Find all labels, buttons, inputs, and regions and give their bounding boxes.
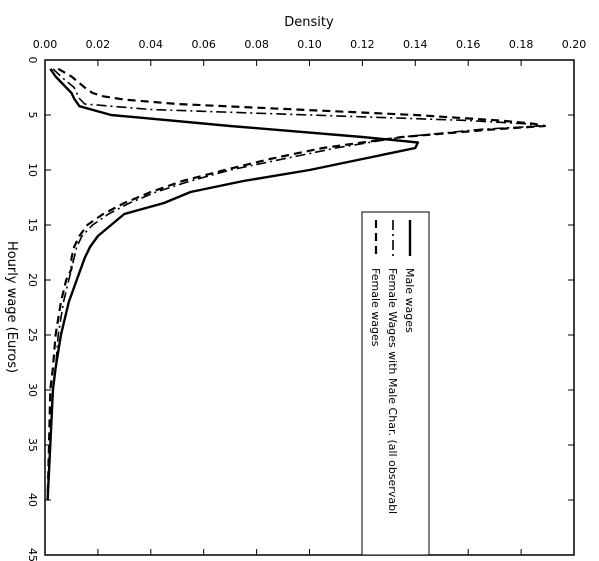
wage-tick-label: 10 <box>26 163 39 177</box>
series-lines <box>46 67 547 501</box>
wage-tick-label: 5 <box>26 112 39 119</box>
density-tick-label: 0.16 <box>456 38 481 51</box>
wage-tick-label: 40 <box>26 493 39 507</box>
density-tick-label: 0.06 <box>191 38 216 51</box>
density-tick-label: 0.14 <box>403 38 428 51</box>
wage-tick-label: 25 <box>26 328 39 342</box>
plot-frame <box>44 59 575 556</box>
density-axis-ticks: 0.00 0.02 0.04 0.06 0.08 0.10 0.12 0.14 0.16 0.18… <box>33 38 587 555</box>
density-tick-label: 0.20 <box>562 38 587 51</box>
legend-label-1: Male wages <box>403 268 416 333</box>
series-line-3 <box>46 67 547 501</box>
density-tick-label: 0.08 <box>244 38 269 51</box>
density-tick-label: 0.10 <box>297 38 322 51</box>
wage-tick-label: 30 <box>26 383 39 397</box>
wage-axis-ticks: 0 5 10 15 20 25 30 35 40 45 <box>26 57 574 561</box>
wage-axis-title: Hourly wage (Euros) <box>4 241 19 373</box>
density-tick-label: 0.02 <box>86 38 111 51</box>
wage-tick-label: 20 <box>26 273 39 287</box>
wage-tick-label: 35 <box>26 438 39 452</box>
legend-label-3: Female wages <box>369 268 382 347</box>
wage-tick-label: 45 <box>26 548 39 561</box>
wage-tick-label: 0 <box>26 57 39 64</box>
density-tick-label: 0.18 <box>509 38 534 51</box>
legend-entries: Male wages Female Wages with Male Char. (… <box>369 220 416 514</box>
legend-label-2: Female Wages with Male Char. (all observ… <box>386 268 399 514</box>
wage-tick-label: 15 <box>26 218 39 232</box>
legend-box <box>361 211 430 556</box>
density-tick-label: 0.00 <box>33 38 58 51</box>
density-axis-title: Density <box>284 15 334 30</box>
legend: Male wages Female Wages with Male Char. (… <box>361 211 430 556</box>
density-tick-label: 0.12 <box>350 38 375 51</box>
series-line-1 <box>46 68 420 501</box>
density-tick-label: 0.04 <box>139 38 164 51</box>
series-line-2 <box>46 68 541 501</box>
